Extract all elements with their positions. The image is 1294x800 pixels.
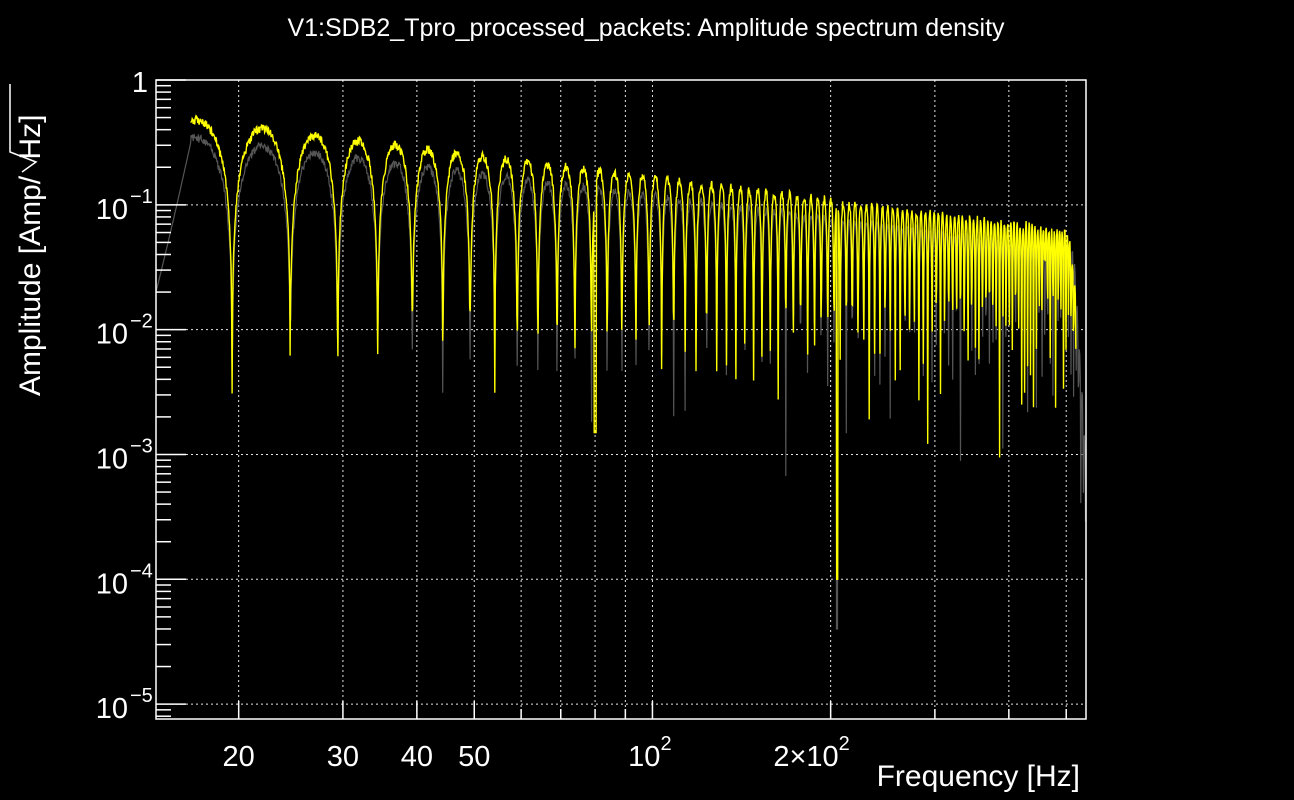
y-axis-title: Amplitude [Amp/ Hz] [9,84,47,396]
y-axis-title-sqrt-unit: Hz [14,123,47,160]
y-tick-label-exponent: −2 [130,311,153,333]
y-tick-label: 10 [96,693,128,725]
y-tick-label-exponent: −3 [130,435,153,457]
y-tick-labels: 110−110−210−310−410−5 [96,67,153,725]
y-tick-label-exponent: −5 [130,685,153,707]
x-tick-label: 50 [458,741,490,773]
y-axis-title-suffix: ] [14,115,47,123]
svg-text:Amplitude [Amp/ Hz]: Amplitude [Amp/ Hz] [14,115,47,396]
grid-lines [156,79,1086,719]
series-line-reference [155,133,1087,630]
axis-ticks [156,79,1067,719]
x-tick-label-exponent: 2 [839,733,850,755]
x-tick-label: 30 [327,741,359,773]
sqrt-sign-icon [9,84,38,173]
x-tick-label: 40 [401,741,433,773]
series-layer [155,114,1087,630]
y-tick-label: 1 [132,67,148,99]
y-axis-title-prefix: Amplitude [Amp/ [14,168,47,396]
y-tick-label-exponent: −4 [130,560,153,582]
x-axis-title: Frequency [Hz] [877,760,1080,793]
y-tick-label: 10 [96,568,128,600]
y-tick-label-exponent: −1 [130,186,153,208]
y-tick-label: 10 [96,319,128,351]
y-tick-label: 10 [96,194,128,226]
x-tick-label: 10 [628,741,660,773]
plot-frame [155,79,1087,720]
x-tick-label: 20 [223,741,255,773]
series-line-current [190,114,1077,580]
x-tick-label-exponent: 2 [660,733,671,755]
chart-title: V1:SDB2_Tpro_processed_packets: Amplitud… [287,14,1005,42]
x-tick-labels: 20 30 40 50 10 2 2×10 2 [223,733,850,773]
y-tick-label: 10 [96,443,128,475]
x-tick-label: 2×10 [773,741,838,773]
